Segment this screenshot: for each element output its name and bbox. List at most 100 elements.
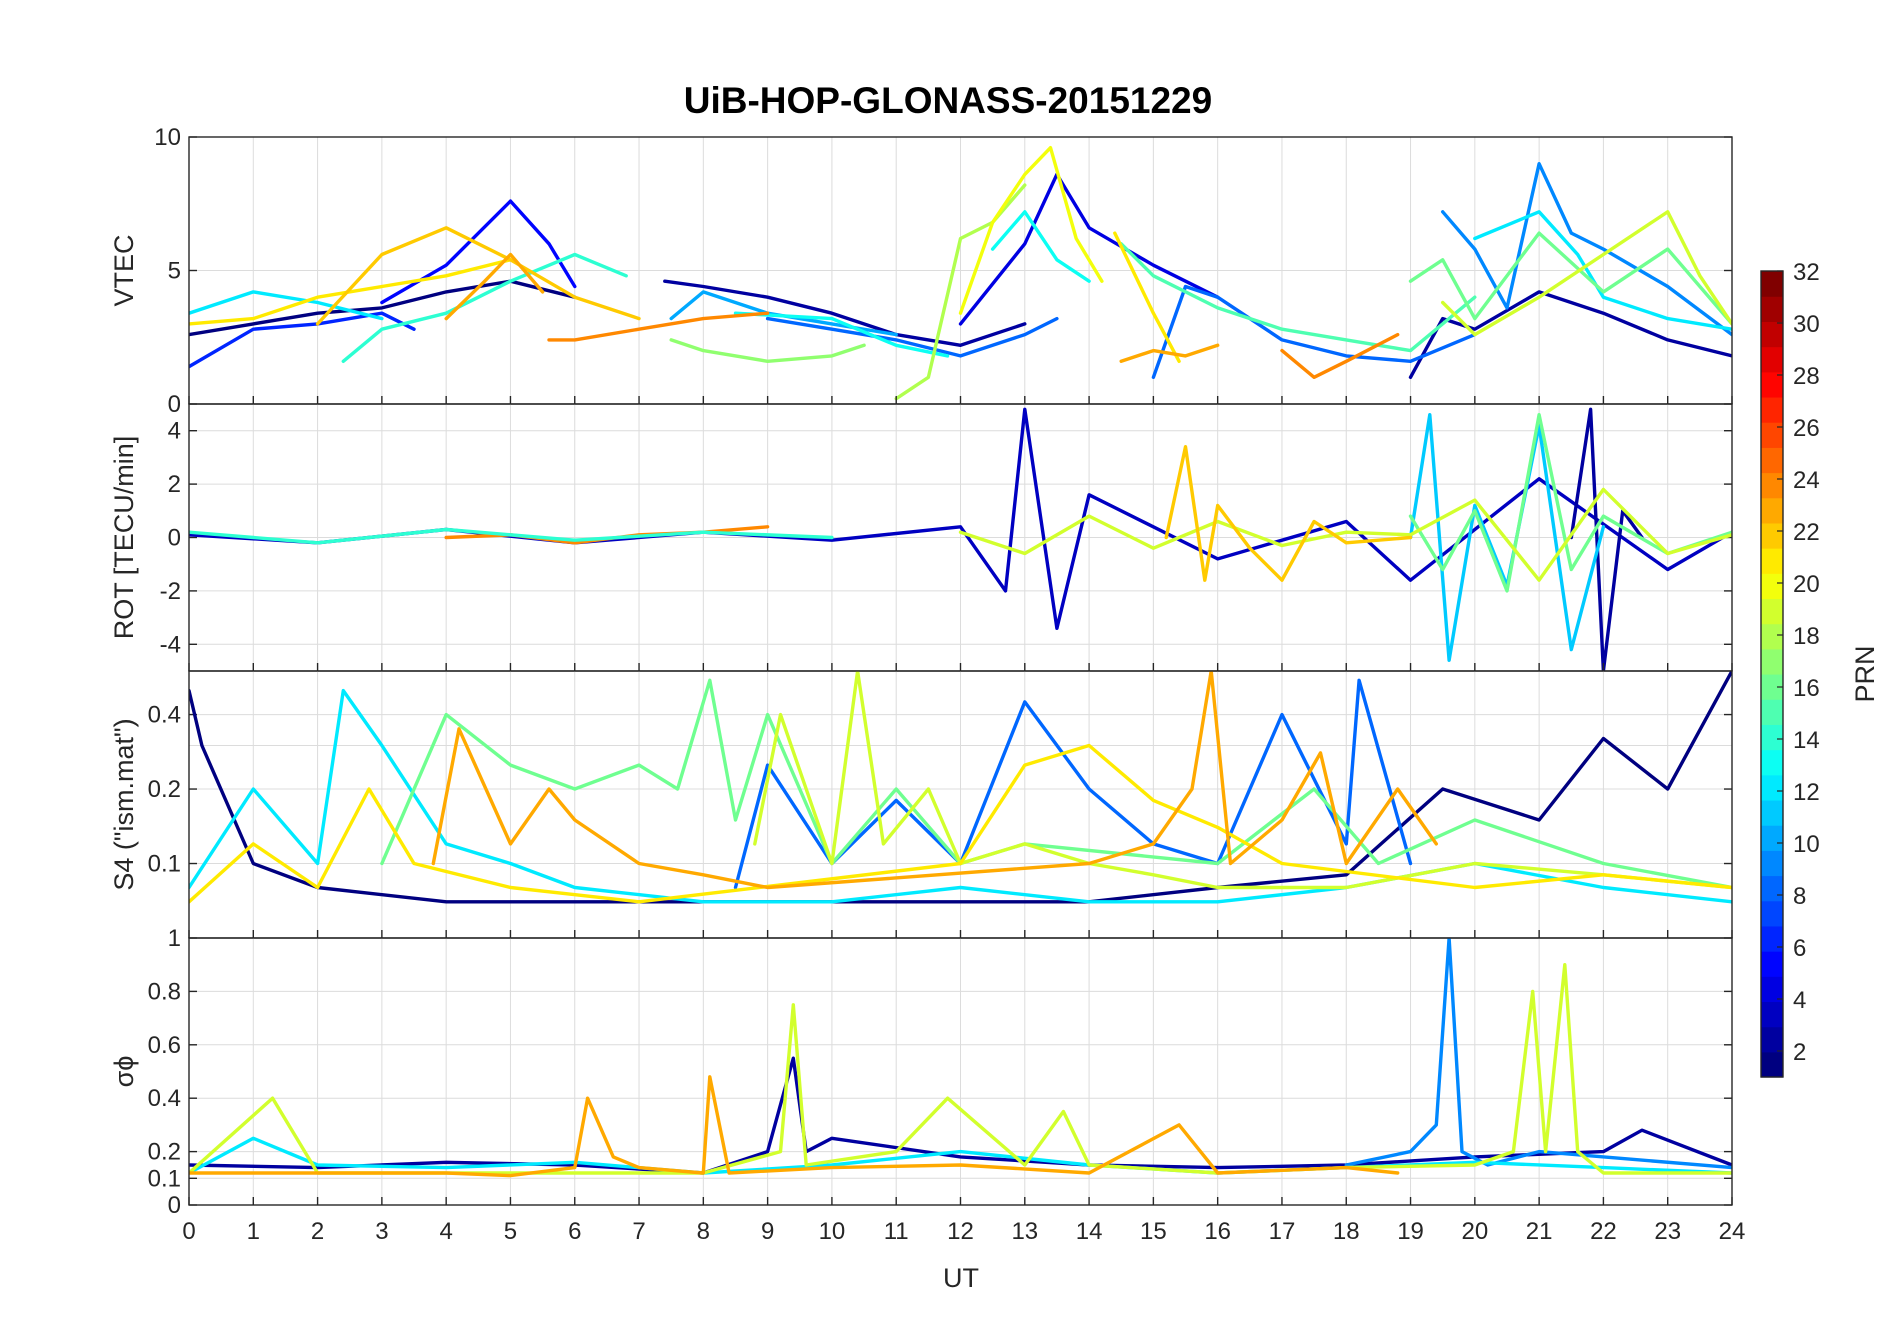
- series-line-prn-2: [1408, 290, 1732, 379]
- colorbar-segment: [1761, 925, 1783, 952]
- x-tick-label: 16: [1204, 1218, 1231, 1245]
- y-tick-label: 10: [154, 124, 181, 151]
- series-line-prn-5: [380, 199, 577, 305]
- series-line-prn-1: [189, 671, 1732, 904]
- y-axis-label: ROT [TECU/min]: [109, 436, 139, 640]
- colorbar-segment: [1761, 296, 1783, 322]
- colorbar-tick-label: 12: [1793, 779, 1820, 806]
- x-tick-label: 24: [1719, 1218, 1746, 1245]
- colorbar-tick-label: 22: [1793, 519, 1820, 546]
- series-line-prn-2: [663, 279, 1027, 347]
- y-tick-label: 0.2: [148, 776, 181, 803]
- y-tick-label: 1: [168, 925, 181, 952]
- series-line-prn-17: [669, 338, 866, 363]
- colorbar-segment: [1761, 522, 1783, 549]
- colorbar-segment: [1761, 346, 1783, 373]
- colorbar-tick-label: 24: [1793, 467, 1820, 494]
- series-line-prn-21: [189, 743, 1732, 904]
- series-line-prn-23: [444, 252, 545, 321]
- colorbar-segment: [1761, 799, 1783, 826]
- series-line-prn-24: [1280, 332, 1400, 379]
- x-tick-label: 22: [1590, 1218, 1617, 1245]
- colorbar-tick-label: 2: [1793, 1039, 1806, 1066]
- colorbar-segment: [1761, 271, 1783, 297]
- colorbar-segment: [1761, 699, 1783, 725]
- colorbar-segment: [1761, 648, 1783, 675]
- series-line-prn-21: [189, 258, 513, 326]
- colorbar-segment: [1761, 598, 1783, 625]
- series-line-prn-19: [189, 963, 1732, 1175]
- colorbar-segment: [1761, 900, 1783, 927]
- series-line-prn-18: [894, 183, 1027, 401]
- series-line-prn-16: [1408, 413, 1732, 593]
- x-tick-label: 3: [375, 1218, 388, 1245]
- series-line-prn-15: [1119, 242, 1477, 353]
- series-line-prn-13: [733, 311, 950, 358]
- y-tick-label: 0.4: [148, 702, 181, 729]
- panel-vtec: 0 5 10 VTEC: [109, 124, 1733, 418]
- colorbar-segment: [1761, 724, 1783, 751]
- colorbar-segment: [1761, 1051, 1783, 1078]
- series-line-prn-13: [990, 210, 1091, 283]
- colorbar-tick-label: 4: [1793, 987, 1806, 1014]
- y-tick-label: 4: [168, 418, 181, 445]
- x-tick-label: 0: [182, 1218, 195, 1245]
- series-line-prn-22: [1164, 445, 1413, 582]
- colorbar-segment: [1761, 976, 1783, 1003]
- colorbar-segment: [1761, 1001, 1783, 1028]
- series-line-prn-8: [1151, 284, 1477, 379]
- x-tick-label: 9: [761, 1218, 774, 1245]
- colorbar-segment: [1761, 497, 1783, 524]
- colorbar-segment: [1761, 321, 1783, 348]
- colorbar-segment: [1761, 951, 1783, 977]
- series-line-prn-14: [189, 527, 834, 545]
- y-tick-label: 5: [168, 258, 181, 285]
- figure-title: UiB-HOP-GLONASS-20151229: [684, 80, 1212, 121]
- x-tick-label: 14: [1076, 1218, 1103, 1245]
- panel-s4: 0.1 0.2 0.4 S4 ("ism.mat"): [109, 670, 1733, 939]
- y-tick-label: 0.1: [148, 1165, 181, 1192]
- x-tick-label: 15: [1140, 1218, 1167, 1245]
- colorbar-frame: [1760, 270, 1784, 1078]
- x-tick-label: 2: [311, 1218, 324, 1245]
- colorbar-tick-label: 32: [1793, 259, 1820, 286]
- colorbar-segment: [1761, 371, 1783, 398]
- y-tick-label: -4: [160, 631, 181, 658]
- colorbar-segment: [1761, 825, 1783, 851]
- colorbar-tick-label: 18: [1793, 623, 1820, 650]
- y-tick-label: 0.2: [148, 1139, 181, 1166]
- colorbar-tick-label: 20: [1793, 571, 1820, 598]
- x-tick-label: 19: [1397, 1218, 1424, 1245]
- series-line-prn-12: [1473, 210, 1732, 331]
- x-tick-label: 5: [504, 1218, 517, 1245]
- colorbar-tick-label: 26: [1793, 415, 1820, 442]
- x-tick-label: 13: [1011, 1218, 1038, 1245]
- colorbar-segment: [1761, 749, 1783, 776]
- colorbar-tick-label: 10: [1793, 831, 1820, 858]
- series-line-prn-12: [189, 290, 384, 321]
- series-line-prn-19: [1441, 210, 1732, 337]
- series-line-prn-22: [315, 226, 641, 326]
- x-tick-label: 4: [439, 1218, 452, 1245]
- colorbar-segment: [1761, 774, 1783, 801]
- series-line-prn-10: [669, 290, 898, 337]
- x-tick-label: 12: [947, 1218, 974, 1245]
- series-line-prn-24: [547, 311, 770, 342]
- y-tick-label: 0.1: [148, 851, 181, 878]
- y-tick-label: 0: [168, 391, 181, 418]
- series-group: [189, 938, 1732, 1178]
- colorbar-tick-label: 30: [1793, 311, 1820, 338]
- colorbar-segment: [1761, 674, 1783, 700]
- colorbar-segment: [1761, 1026, 1783, 1053]
- x-tick-label: 7: [632, 1218, 645, 1245]
- colorbar-tick-label: 8: [1793, 883, 1806, 910]
- y-tick-label: 0.8: [148, 978, 181, 1005]
- y-tick-label: 0.4: [148, 1085, 181, 1112]
- y-tick-label: 2: [168, 471, 181, 498]
- series-line-prn-16: [380, 678, 1732, 890]
- y-tick-label: 0: [168, 525, 181, 552]
- series-line-prn-8: [765, 316, 1059, 358]
